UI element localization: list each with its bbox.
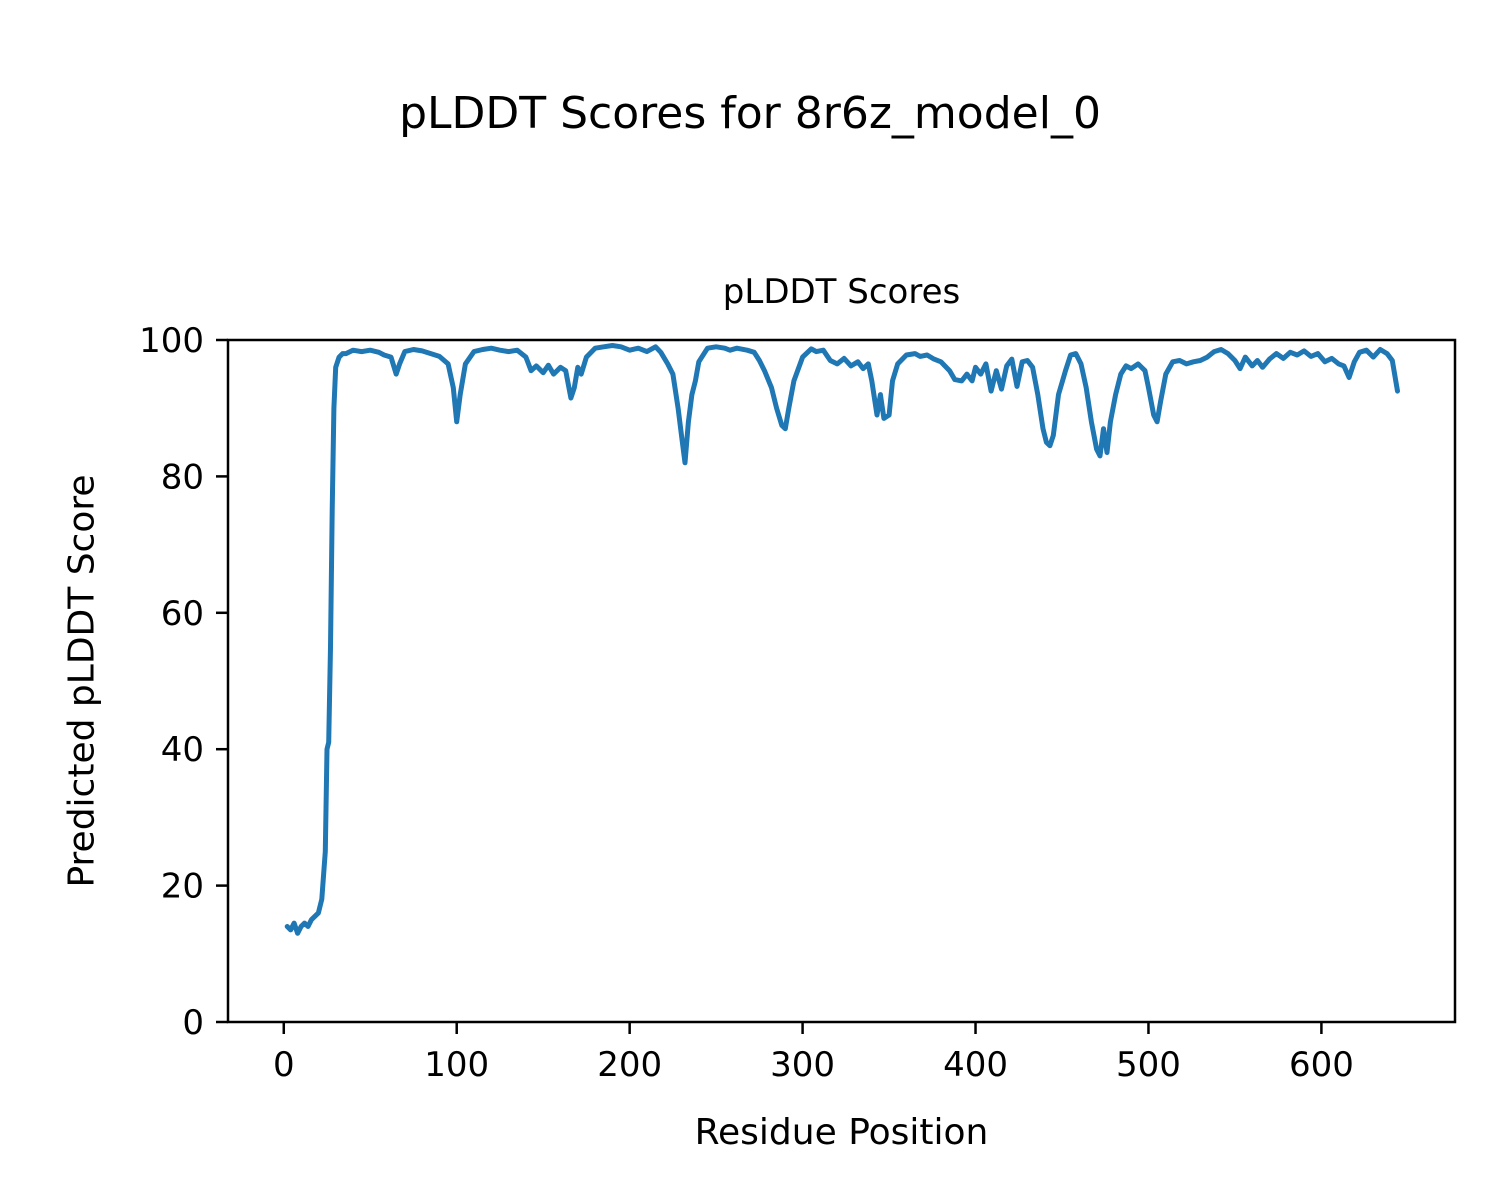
plddt-line — [284, 343, 1400, 936]
x-tick-label: 500 — [1116, 1045, 1181, 1085]
figure-title: pLDDT Scores for 8r6z_model_0 — [399, 88, 1101, 139]
y-tick-label: 80 — [161, 457, 204, 497]
x-tick-label: 300 — [770, 1045, 835, 1085]
x-tick-label: 400 — [943, 1045, 1008, 1085]
y-tick-label: 0 — [182, 1003, 204, 1043]
x-tick-label: 600 — [1289, 1045, 1354, 1085]
axes-title: pLDDT Scores — [722, 272, 961, 312]
y-tick-label: 20 — [161, 867, 204, 907]
x-tick-label: 0 — [273, 1045, 295, 1085]
x-tick-label: 100 — [424, 1045, 489, 1085]
x-tick-label: 200 — [597, 1045, 662, 1085]
x-axis-label: Residue Position — [694, 1112, 989, 1153]
y-axis-label: Predicted pLDDT Score — [61, 474, 103, 888]
y-tick-label: 60 — [161, 594, 204, 634]
plot-border — [226, 338, 1457, 1024]
y-tick-label: 40 — [161, 730, 204, 770]
y-tick-label: 100 — [139, 321, 204, 361]
